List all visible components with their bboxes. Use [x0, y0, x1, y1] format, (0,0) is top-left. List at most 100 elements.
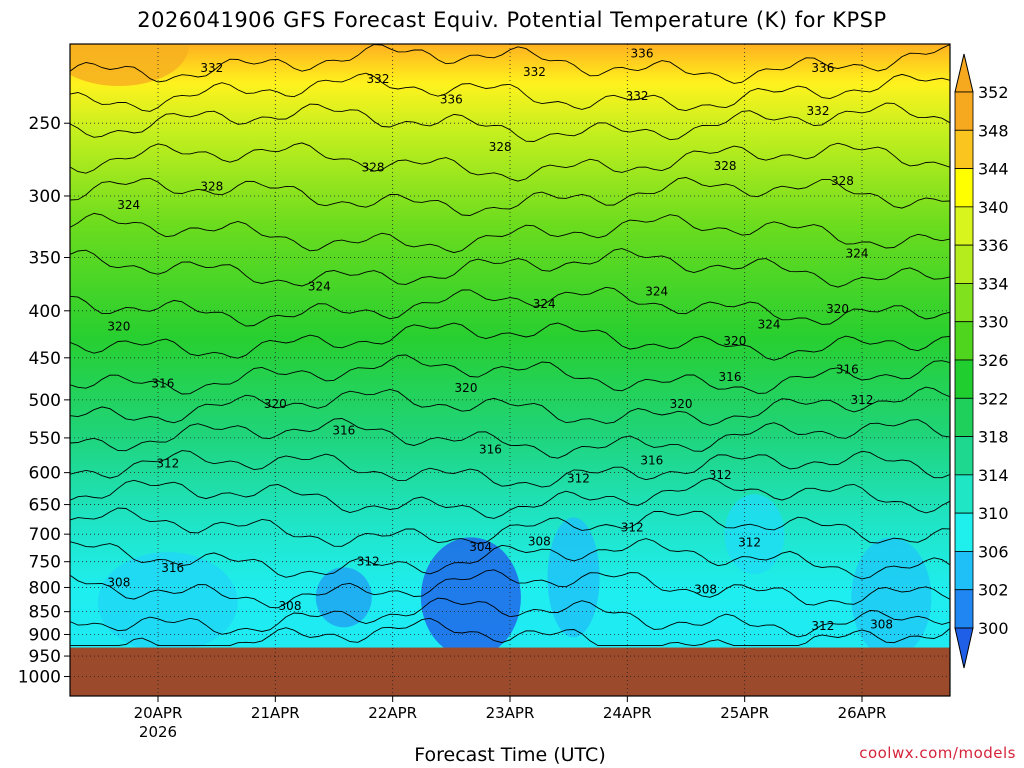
contour-label: 308 [107, 575, 130, 589]
contour-label: 316 [479, 443, 502, 457]
colorbar-label: 310 [978, 504, 1009, 523]
colorbar-label: 302 [978, 581, 1009, 600]
contour-label: 312 [357, 554, 380, 568]
y-tick-label: 250 [29, 114, 61, 134]
contour-label: 320 [723, 334, 746, 348]
contour-line [70, 286, 950, 327]
y-tick-label: 750 [29, 553, 61, 573]
contour-label: 312 [851, 393, 874, 407]
contour-line [70, 617, 950, 647]
contour-label: 328 [714, 159, 737, 173]
colorbar-label: 352 [978, 83, 1009, 102]
contour-line [70, 538, 950, 580]
contour-label: 312 [621, 520, 644, 534]
contour-label: 336 [440, 93, 463, 107]
colorbar-arrow-bottom [954, 627, 974, 669]
x-tick-label: 20APR [134, 704, 183, 722]
contour-label: 336 [811, 61, 834, 75]
contour-label: 332 [200, 61, 223, 75]
contour-label: 332 [523, 65, 546, 79]
colorbar-label: 334 [978, 274, 1009, 293]
contour-label: 320 [826, 302, 849, 316]
colorbar-label: 318 [978, 428, 1009, 447]
contour-label: 320 [670, 397, 693, 411]
colorbar-segment [954, 359, 974, 399]
contour-label: 308 [279, 599, 302, 613]
contour-label: 316 [836, 362, 859, 376]
cool-region [851, 537, 932, 658]
contour-label: 320 [107, 319, 130, 333]
cool-region [315, 567, 372, 628]
contour-label: 328 [362, 160, 385, 174]
contour-label: 324 [117, 198, 140, 212]
x-tick-label: 22APR [368, 704, 417, 722]
contour-label: 304 [469, 540, 492, 554]
colorbar-label: 322 [978, 389, 1009, 408]
colorbar-label: 340 [978, 198, 1009, 217]
contour-label: 308 [870, 618, 893, 632]
contour-label: 328 [489, 140, 512, 154]
colorbar-label: 330 [978, 313, 1009, 332]
contour-label: 320 [264, 397, 287, 411]
warm-region [70, 44, 189, 86]
contour-label: 316 [161, 561, 184, 575]
y-tick-label: 900 [29, 625, 61, 645]
contour-line [70, 44, 950, 84]
contour-line [70, 450, 950, 488]
cool-region [97, 552, 238, 653]
x-tick-label: 24APR [603, 704, 652, 722]
x-tick-sublabel: 2026 [139, 723, 177, 741]
contour-label: 332 [367, 72, 390, 86]
colorbar-segment [954, 206, 974, 246]
colorbar-segment [954, 512, 974, 552]
colorbar-label: 348 [978, 121, 1009, 140]
contour-label: 324 [645, 285, 668, 299]
colorbar-segment [954, 91, 974, 131]
y-tick-label: 850 [29, 603, 61, 623]
contour-line [70, 477, 950, 519]
colorbar-segment [954, 283, 974, 323]
colorbar-segment [954, 551, 974, 591]
colorbar-label: 300 [978, 619, 1009, 638]
y-tick-label: 350 [29, 249, 61, 269]
colorbar-segment [954, 168, 974, 208]
contour-line [70, 418, 950, 459]
colorbar-label: 314 [978, 466, 1009, 485]
contour-label: 316 [719, 370, 742, 384]
contour-label: 312 [567, 471, 590, 485]
credit-link[interactable]: coolwx.com/models [859, 744, 1016, 762]
contour-label: 308 [528, 534, 551, 548]
y-tick-label: 600 [29, 464, 61, 484]
contour-line [70, 569, 950, 609]
x-tick-label: 21APR [251, 704, 300, 722]
contour-label: 316 [332, 423, 355, 437]
contour-label: 324 [308, 279, 331, 293]
y-tick-label: 700 [29, 525, 61, 545]
surface-ground [70, 647, 950, 696]
y-tick-label: 650 [29, 496, 61, 516]
contour-label: 316 [151, 377, 174, 391]
contour-line [70, 212, 950, 254]
contour-label: 324 [533, 297, 556, 311]
colorbar-segment [954, 474, 974, 514]
colorbar-label: 336 [978, 236, 1009, 255]
contour-label: 324 [846, 247, 869, 261]
x-tick-label: 25APR [720, 704, 769, 722]
cool-region [547, 517, 600, 638]
colorbar-segment [954, 397, 974, 437]
y-tick-label: 500 [29, 391, 61, 411]
x-tick-label: 23APR [486, 704, 535, 722]
contour-line [70, 507, 950, 547]
colorbar-segment [954, 244, 974, 284]
colorbar-label: 344 [978, 160, 1009, 179]
contour-label: 316 [640, 454, 663, 468]
contour-label: 336 [631, 46, 654, 60]
contour-label: 312 [738, 536, 761, 550]
x-tick-label: 26APR [838, 704, 887, 722]
contour-label: 308 [694, 582, 717, 596]
contour-line [70, 102, 950, 142]
y-tick-label: 450 [29, 349, 61, 369]
colorbar-segment [954, 589, 974, 629]
cool-region [420, 537, 521, 658]
